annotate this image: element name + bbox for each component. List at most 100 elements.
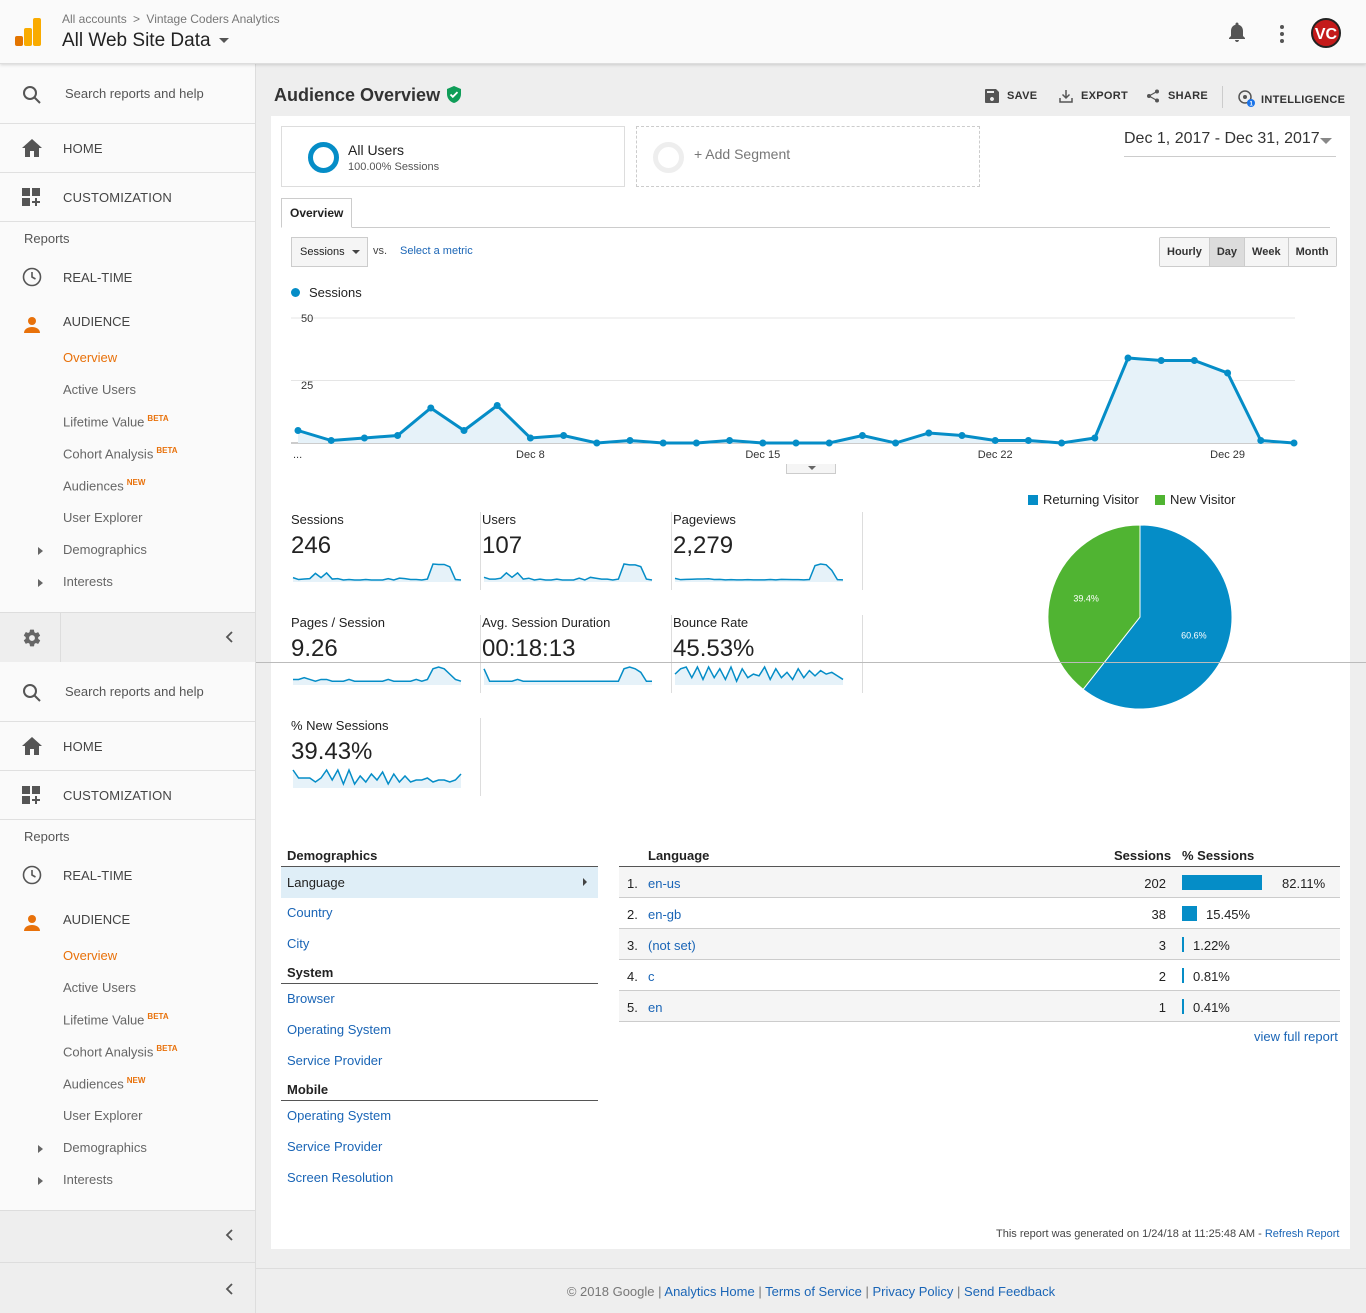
granularity-day[interactable]: Day: [1208, 238, 1245, 266]
demo-link-operating-system[interactable]: Operating System: [287, 1108, 392, 1123]
sidebar-item-audience[interactable]: AUDIENCE: [0, 900, 255, 940]
sidebar-subitem[interactable]: Lifetime Value BETA: [63, 1012, 169, 1028]
sidebar-item-realtime[interactable]: REAL-TIME: [0, 254, 255, 302]
sidebar-item-customization[interactable]: CUSTOMIZATION: [0, 173, 255, 222]
breadcrumb-accounts[interactable]: All accounts: [62, 12, 127, 26]
chevron-left-icon[interactable]: [224, 631, 234, 643]
sidebar-search[interactable]: Search reports and help: [0, 64, 255, 124]
metric-tile-users[interactable]: Users 107: [482, 512, 672, 592]
data-point-dec-10: [593, 439, 601, 447]
sidebar-subitem[interactable]: Overview: [63, 350, 118, 365]
sidebar-subitem[interactable]: Interests: [0, 566, 255, 598]
sidebar-subitem[interactable]: Overview: [63, 948, 118, 963]
metric-sparkline: [293, 666, 462, 685]
sidebar-item-customization[interactable]: CUSTOMIZATION: [0, 771, 255, 820]
sidebar-subitem[interactable]: Demographics: [0, 1132, 255, 1164]
chevron-left-icon[interactable]: [224, 1229, 234, 1241]
language-link[interactable]: en: [648, 1000, 663, 1015]
demo-link-city[interactable]: City: [287, 936, 310, 951]
date-range-picker[interactable]: Dec 1, 2017 - Dec 31, 2017: [1124, 130, 1336, 157]
demo-link-service-provider[interactable]: Service Provider: [287, 1053, 383, 1068]
view-full-report-link[interactable]: view full report: [1254, 1029, 1338, 1044]
avatar[interactable]: VC: [1311, 18, 1341, 48]
sidebar-item-home[interactable]: HOME: [0, 124, 255, 173]
sessions-value: 38: [1151, 907, 1166, 922]
sidebar-subitem[interactable]: Demographics: [0, 534, 255, 566]
metric-tile--new-sessions[interactable]: % New Sessions 39.43%: [291, 718, 481, 798]
footer-link-terms[interactable]: Terms of Service: [765, 1284, 862, 1299]
metric-tile-pages-session[interactable]: Pages / Session 9.26: [291, 615, 481, 695]
granularity-month[interactable]: Month: [1287, 238, 1336, 266]
sidebar-subitem[interactable]: Active Users: [63, 980, 136, 995]
language-link[interactable]: c: [648, 969, 655, 984]
metric-tile-sessions[interactable]: Sessions 246: [291, 512, 481, 592]
sessions-line-chart: 50 25... Dec 8 Dec 15 Dec 22 Dec 29: [291, 313, 1298, 461]
footer-link-feedback[interactable]: Send Feedback: [964, 1284, 1056, 1299]
demo-link-operating-system[interactable]: Operating System: [287, 1022, 392, 1037]
metric-selector[interactable]: Sessions: [291, 237, 368, 267]
property-selector[interactable]: All Web Site Data: [62, 30, 229, 52]
sidebar-subitem[interactable]: Interests: [0, 1164, 255, 1196]
analytics-logo-icon[interactable]: [15, 18, 41, 46]
add-segment-button[interactable]: + Add Segment: [636, 126, 980, 187]
bell-icon[interactable]: [1228, 22, 1246, 45]
expand-arrow-icon: [38, 579, 43, 587]
copyright: © 2018 Google: [566, 1284, 655, 1299]
metric-tile-avg-session-duration[interactable]: Avg. Session Duration 00:18:13: [482, 615, 672, 695]
x-tick-label: ...: [293, 449, 302, 461]
granularity-hourly[interactable]: Hourly: [1160, 238, 1209, 266]
sidebar-subitem[interactable]: User Explorer: [63, 1108, 143, 1123]
breadcrumb: All accounts > Vintage Coders Analytics: [62, 12, 280, 26]
language-link[interactable]: en-gb: [648, 907, 682, 922]
footer-link-analytics-home[interactable]: Analytics Home: [664, 1284, 755, 1299]
row-index: 1.: [627, 876, 638, 891]
data-point-dec-20: [925, 429, 933, 437]
chevron-left-icon[interactable]: [224, 1283, 234, 1295]
demo-link-screen-resolution[interactable]: Screen Resolution: [287, 1170, 394, 1185]
search-input[interactable]: Search reports and help: [65, 684, 204, 699]
sidebar-item-audience[interactable]: AUDIENCE: [0, 302, 255, 342]
demo-link-service-provider[interactable]: Service Provider: [287, 1139, 383, 1154]
export-button[interactable]: EXPORT: [1059, 89, 1128, 103]
language-link[interactable]: (not set): [648, 938, 696, 953]
sidebar-subitem[interactable]: User Explorer: [63, 510, 143, 525]
sidebar-subitem[interactable]: Audiences NEW: [63, 478, 146, 494]
breadcrumb-account-name[interactable]: Vintage Coders Analytics: [146, 12, 280, 26]
segment-title: All Users: [348, 142, 405, 158]
footer-link-privacy[interactable]: Privacy Policy: [872, 1284, 954, 1299]
segment-all-users[interactable]: All Users 100.00% Sessions: [281, 126, 625, 187]
sidebar-subitem[interactable]: Audiences NEW: [63, 1076, 146, 1092]
refresh-report-link[interactable]: Refresh Report: [1264, 1228, 1340, 1240]
demo-link-browser[interactable]: Browser: [287, 991, 335, 1006]
chart-expander-button[interactable]: [786, 464, 836, 474]
pct-value: 0.41%: [1193, 1000, 1230, 1015]
sidebar-subitem[interactable]: Active Users: [63, 382, 136, 397]
search-input[interactable]: Search reports and help: [65, 86, 204, 101]
home-icon: [22, 737, 42, 758]
chevron-down-icon: [352, 250, 360, 254]
sidebar-subitem[interactable]: Cohort Analysis BETA: [63, 1044, 178, 1060]
sessions-value: 2: [1158, 969, 1166, 984]
sidebar-item-home[interactable]: HOME: [0, 722, 255, 771]
sidebar-subitem[interactable]: Cohort Analysis BETA: [63, 446, 178, 462]
chart-legend: Sessions: [291, 285, 362, 300]
intelligence-button[interactable]: 1 INTELLIGENCE: [1237, 89, 1345, 108]
sidebar-search[interactable]: Search reports and help: [0, 662, 255, 722]
demo-link-country[interactable]: Country: [287, 905, 333, 920]
sidebar-item-realtime[interactable]: REAL-TIME: [0, 852, 255, 900]
granularity-week[interactable]: Week: [1244, 238, 1288, 266]
demo-item-language[interactable]: Language: [281, 867, 598, 898]
select-metric-link[interactable]: Select a metric: [400, 245, 473, 257]
language-link[interactable]: en-us: [648, 876, 681, 891]
sidebar-subitem[interactable]: Lifetime Value BETA: [63, 414, 169, 430]
gear-icon[interactable]: [22, 628, 42, 651]
data-point-dec-17: [825, 439, 833, 447]
metric-tile-pageviews[interactable]: Pageviews 2,279: [673, 512, 863, 592]
metric-tile-bounce-rate[interactable]: Bounce Rate 45.53%: [673, 615, 863, 695]
save-button[interactable]: SAVE: [985, 89, 1037, 103]
table-header-rule: [619, 866, 1340, 867]
clock-icon: [22, 865, 42, 888]
kebab-menu-icon[interactable]: [1276, 24, 1288, 43]
tab-overview[interactable]: Overview: [281, 198, 353, 228]
share-button[interactable]: SHARE: [1146, 89, 1208, 103]
